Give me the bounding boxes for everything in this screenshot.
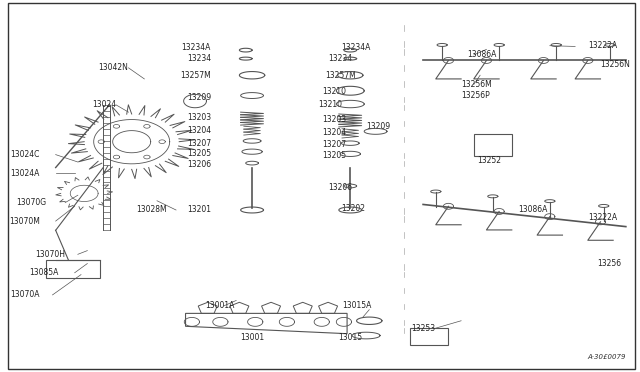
Text: 13024: 13024: [92, 100, 116, 109]
Text: 13257M: 13257M: [325, 71, 356, 80]
Text: A·30£0079: A·30£0079: [588, 353, 626, 359]
Text: 13001: 13001: [240, 333, 264, 342]
Text: 13256: 13256: [597, 259, 621, 268]
Text: 13203: 13203: [322, 115, 346, 124]
Text: 13205: 13205: [322, 151, 346, 160]
Text: 13234: 13234: [187, 54, 211, 63]
Text: 13203: 13203: [187, 113, 211, 122]
Text: 13028M: 13028M: [136, 205, 166, 215]
Text: 13042N: 13042N: [99, 63, 129, 72]
Text: 13210: 13210: [322, 87, 346, 96]
Text: 13256N: 13256N: [600, 60, 630, 69]
Text: 13070A: 13070A: [10, 291, 40, 299]
Text: 13001A: 13001A: [205, 301, 235, 311]
Text: 13234A: 13234A: [182, 43, 211, 52]
Text: 13070H: 13070H: [35, 250, 65, 259]
Text: 13205: 13205: [187, 149, 211, 158]
Text: 13070M: 13070M: [9, 217, 40, 225]
Text: 13253: 13253: [411, 324, 435, 333]
Text: 13252: 13252: [477, 155, 501, 165]
Text: 13202: 13202: [340, 203, 365, 213]
Text: 13086A: 13086A: [467, 51, 497, 60]
Text: 13222A: 13222A: [588, 213, 617, 222]
Text: 13234A: 13234A: [340, 43, 370, 52]
Text: 13256M: 13256M: [461, 80, 492, 89]
Text: 13015A: 13015A: [342, 301, 371, 311]
Text: 13085A: 13085A: [29, 268, 59, 277]
Text: 13201: 13201: [187, 205, 211, 215]
Text: 13024A: 13024A: [10, 169, 40, 177]
Text: 13204: 13204: [322, 128, 346, 137]
Text: 13256P: 13256P: [461, 91, 490, 100]
Text: 13015: 13015: [338, 333, 362, 342]
Text: 13024C: 13024C: [10, 150, 40, 159]
Text: 13204: 13204: [187, 126, 211, 135]
Text: 13207: 13207: [322, 140, 346, 149]
Text: 13206: 13206: [187, 160, 211, 169]
Text: 13257M: 13257M: [180, 71, 211, 80]
Text: 13210: 13210: [319, 100, 342, 109]
Text: 13207: 13207: [187, 139, 211, 148]
Text: 13086A: 13086A: [518, 205, 547, 215]
Text: 13209: 13209: [187, 93, 211, 102]
Text: 13070G: 13070G: [16, 198, 46, 207]
Text: 13222A: 13222A: [588, 41, 617, 50]
Text: 13209: 13209: [366, 122, 390, 131]
Text: 13206: 13206: [328, 183, 352, 192]
Text: 13234: 13234: [328, 54, 352, 63]
